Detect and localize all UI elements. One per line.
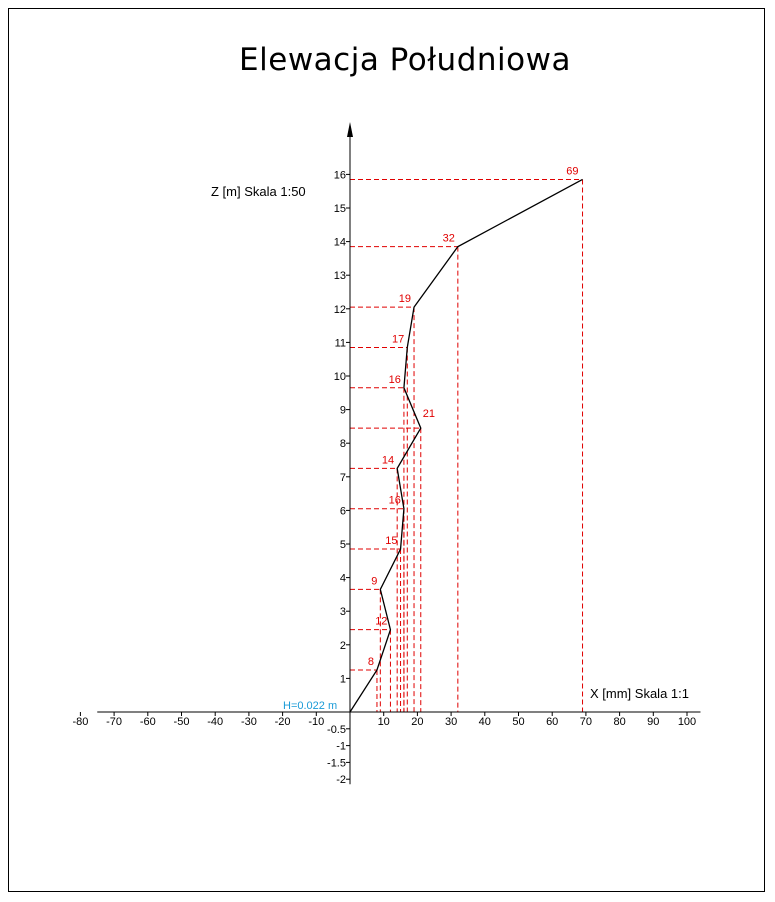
y-tick-label: 3 [340, 606, 346, 618]
x-tick-label: 20 [411, 716, 423, 728]
y-tick-label: -0.5 [327, 724, 346, 736]
point-value-label: 69 [566, 165, 578, 177]
point-value-label: 14 [382, 454, 394, 466]
y-tick-label: 1 [340, 673, 346, 685]
y-tick-label: 8 [340, 438, 346, 450]
y-tick-label: 16 [334, 169, 346, 181]
point-value-label: 32 [443, 233, 455, 245]
y-tick-label: 6 [340, 505, 346, 517]
y-tick-label: 10 [334, 371, 346, 383]
axis-ticks: -80 -70 -60 -50 -40 -30 -20 -10 10 20 30 40 50 60 70 80… [72, 169, 696, 786]
projection-lines [350, 178, 584, 712]
y-tick-label: -1.5 [327, 757, 346, 769]
y-tick-label: 11 [335, 337, 346, 349]
x-tick-label: -10 [308, 716, 324, 728]
y-tick-label: -2 [336, 774, 346, 786]
point-value-label: 8 [368, 656, 374, 668]
x-tick-label: 60 [546, 716, 558, 728]
x-tick-label: -30 [241, 716, 257, 728]
y-axis-arrow-icon [347, 122, 353, 137]
x-tick-label: 80 [613, 716, 625, 728]
y-tick-label: -1 [336, 741, 346, 753]
x-tick-label: -60 [140, 716, 156, 728]
y-tick-label: 14 [334, 237, 346, 249]
point-value-label: 21 [423, 408, 435, 420]
height-annotation: H=0.022 m [283, 700, 337, 712]
point-labels: 8 12 9 15 16 14 21 16 17 19 32 69 [368, 165, 579, 668]
x-tick-label: -20 [275, 716, 291, 728]
x-tick-label: -70 [106, 716, 122, 728]
x-tick-label: 100 [678, 716, 696, 728]
chart-title: Elewacja Południowa [239, 42, 571, 78]
y-tick-label: 2 [340, 640, 346, 652]
chart-frame [8, 8, 765, 892]
point-value-label: 9 [371, 575, 377, 587]
y-tick-label: 4 [340, 573, 346, 585]
x-tick-label: 90 [647, 716, 659, 728]
x-tick-label: 40 [479, 716, 491, 728]
y-tick-label: 12 [334, 304, 346, 316]
y-tick-label: 7 [340, 472, 346, 484]
x-tick-label: 70 [580, 716, 592, 728]
x-tick-label: -80 [72, 716, 88, 728]
point-value-label: 16 [389, 374, 401, 386]
x-axis-label: X [mm] Skala 1:1 [590, 686, 689, 701]
profile-line [349, 178, 583, 713]
x-tick-label: -40 [207, 716, 223, 728]
y-tick-label: 9 [340, 405, 346, 417]
x-tick-label: -50 [174, 716, 190, 728]
point-value-label: 15 [385, 535, 397, 547]
point-value-label: 17 [392, 333, 404, 345]
y-tick-label: 13 [334, 270, 346, 282]
y-tick-label: 5 [340, 539, 346, 551]
point-value-label: 19 [399, 293, 411, 305]
axes [97, 122, 701, 785]
y-tick-label: 15 [334, 203, 346, 215]
x-tick-label: 50 [512, 716, 524, 728]
point-value-label: 12 [375, 616, 387, 628]
y-axis-label: Z [m] Skala 1:50 [211, 184, 306, 199]
x-tick-label: 10 [378, 716, 390, 728]
x-tick-label: 30 [445, 716, 457, 728]
point-value-label: 16 [389, 495, 401, 507]
